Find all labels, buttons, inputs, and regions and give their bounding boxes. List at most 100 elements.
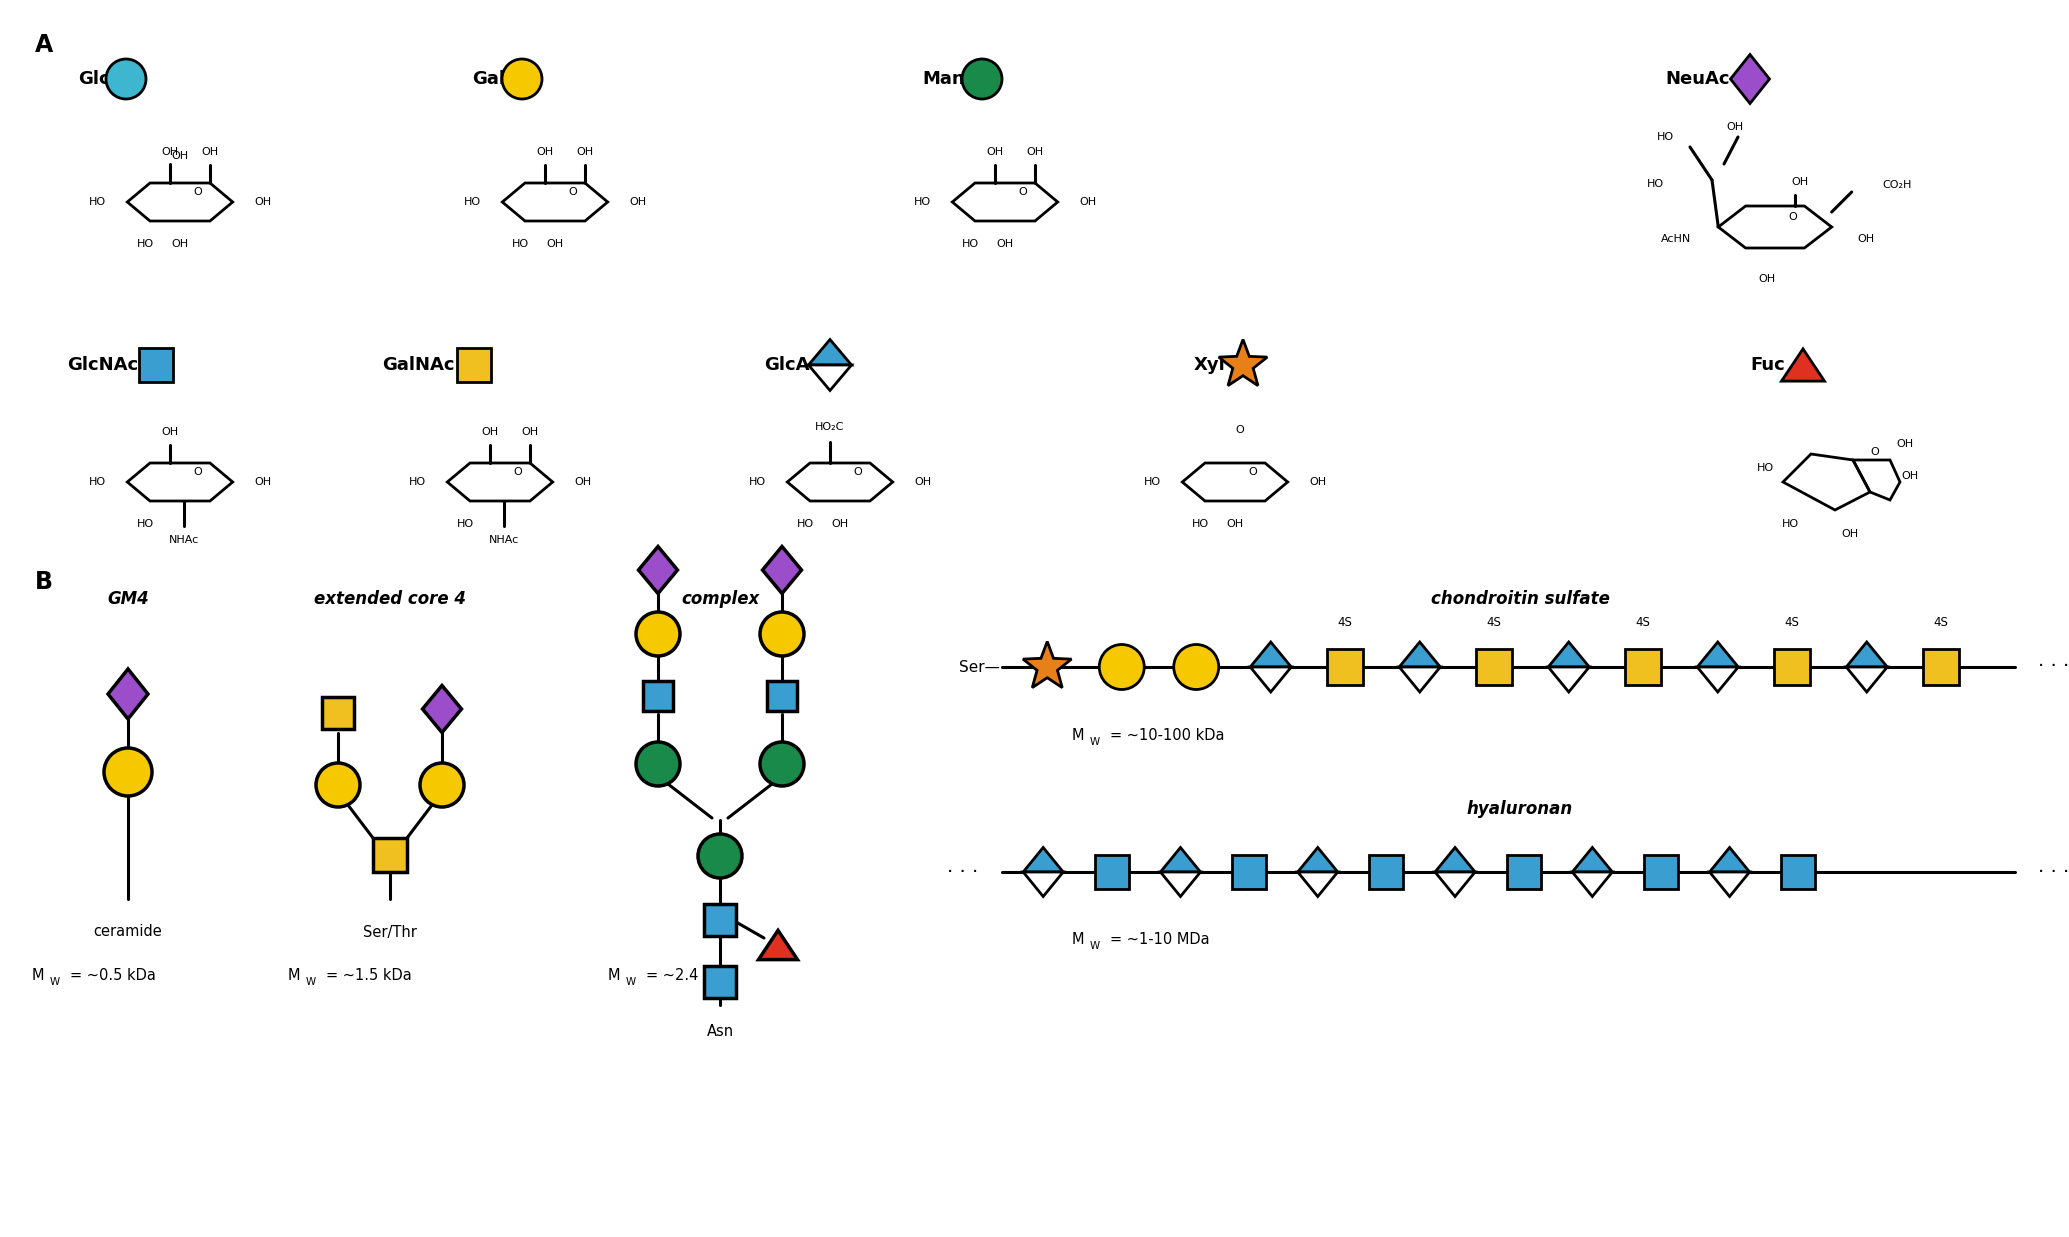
Text: chondroitin sulfate: chondroitin sulfate [1430,590,1610,609]
Circle shape [1099,644,1144,689]
Polygon shape [1709,872,1750,897]
Text: GlcNAc: GlcNAc [66,356,139,374]
Text: GM4: GM4 [108,590,149,609]
Bar [1781,855,1815,889]
Text: OH: OH [577,147,594,157]
Text: M: M [288,967,300,982]
Polygon shape [1436,872,1475,897]
Text: OH: OH [832,520,848,529]
Text: W: W [306,977,317,987]
Bar [1326,649,1363,685]
Polygon shape [1846,667,1887,691]
Bar [703,904,737,936]
Text: HO: HO [89,477,106,487]
Text: OH: OH [1026,147,1043,157]
Text: OH: OH [1901,471,1918,481]
Circle shape [103,748,151,795]
Polygon shape [1161,847,1200,872]
Text: = ~1-10 MDa: = ~1-10 MDa [1109,931,1210,946]
Bar [1233,855,1266,889]
Polygon shape [1250,642,1291,667]
Text: HO₂C: HO₂C [815,422,844,432]
Bar [1506,855,1541,889]
Bar [703,966,737,998]
Text: complex: complex [681,590,759,609]
Circle shape [697,834,743,878]
Polygon shape [1250,667,1291,691]
Circle shape [1173,644,1219,689]
Polygon shape [1436,847,1475,872]
Text: OH: OH [1310,477,1326,487]
Bar [457,348,490,382]
Circle shape [420,763,463,807]
Text: HO: HO [914,197,931,207]
Text: · · ·: · · · [2038,862,2069,882]
Bar [139,348,174,382]
Text: HO: HO [137,520,153,529]
Polygon shape [639,547,677,594]
Bar [1924,649,1959,685]
Text: Gal: Gal [472,71,505,88]
Text: OH: OH [482,427,499,437]
Text: hyaluronan: hyaluronan [1467,800,1572,818]
Text: HO: HO [89,197,106,207]
Polygon shape [1572,847,1612,872]
Polygon shape [1781,349,1825,381]
Text: B: B [35,570,54,594]
Text: O: O [194,187,203,197]
Text: HO: HO [1657,132,1674,142]
Text: 4S: 4S [1637,616,1651,628]
Text: AcHN: AcHN [1661,234,1692,244]
Polygon shape [422,685,461,732]
Text: O: O [1788,212,1798,221]
Text: Glc: Glc [79,71,110,88]
Polygon shape [1024,872,1063,897]
Bar [768,682,797,711]
Bar [643,682,672,711]
Text: O: O [1870,447,1879,456]
Text: HO: HO [1781,520,1798,529]
Bar [1477,649,1512,685]
Polygon shape [809,339,852,365]
Text: OH: OH [1841,529,1858,539]
Bar [1645,855,1678,889]
Text: OH: OH [546,239,563,249]
Polygon shape [1399,667,1440,691]
Circle shape [759,742,805,785]
Text: NHAc: NHAc [170,534,199,546]
Text: OH: OH [172,239,188,249]
Circle shape [635,742,681,785]
Text: OH: OH [1759,275,1775,285]
Text: OH: OH [629,197,646,207]
Text: OH: OH [914,477,931,487]
Bar [323,696,354,729]
Text: M: M [1072,727,1084,742]
Text: OH: OH [161,427,178,437]
Text: O: O [1018,187,1028,197]
Text: HO: HO [1647,179,1663,189]
Polygon shape [1024,847,1063,872]
Text: Fuc: Fuc [1750,356,1786,374]
Text: O: O [1248,466,1258,476]
Text: HO: HO [137,239,153,249]
Text: O: O [513,466,521,476]
Text: NeuAc: NeuAc [1666,71,1730,88]
Text: Xyl: Xyl [1194,356,1225,374]
Bar [1626,649,1661,685]
Text: HO: HO [797,520,813,529]
Text: OH: OH [1726,122,1744,132]
Text: O: O [854,466,863,476]
Text: W: W [1090,737,1101,747]
Text: W: W [50,977,60,987]
Text: 4S: 4S [1935,616,1949,628]
Text: = ~10-100 kDa: = ~10-100 kDa [1109,727,1225,742]
Polygon shape [1548,642,1589,667]
Text: 4S: 4S [1339,616,1353,628]
Polygon shape [108,669,149,719]
Text: OH: OH [1858,234,1875,244]
Text: OH: OH [997,239,1014,249]
Polygon shape [809,365,852,391]
Polygon shape [1297,872,1339,897]
Polygon shape [1846,642,1887,667]
Text: OH: OH [536,147,554,157]
